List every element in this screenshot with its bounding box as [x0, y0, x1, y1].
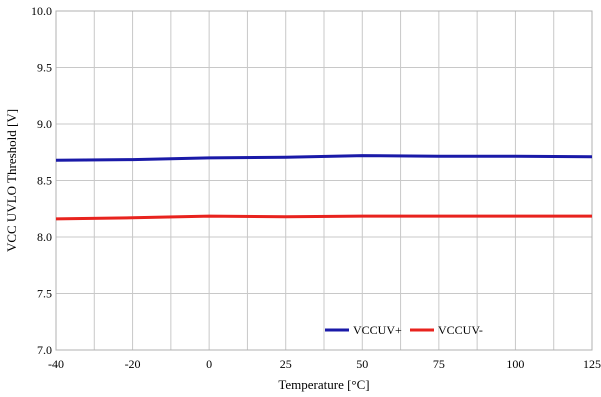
- y-tick-label: 9.5: [37, 61, 52, 75]
- legend-label: VCCUV-: [438, 323, 483, 337]
- x-tick-label: -20: [125, 357, 141, 371]
- x-tick-label: 125: [583, 357, 601, 371]
- x-axis-title: Temperature [°C]: [278, 377, 369, 392]
- legend-label: VCCUV+: [353, 323, 402, 337]
- x-tick-label: 25: [280, 357, 292, 371]
- x-axis-ticks: -40 -20 0 25 50 75 100 125: [48, 357, 601, 371]
- series-line-vccuv-: [55, 214, 592, 221]
- grid: [56, 11, 592, 350]
- x-tick-label: 50: [356, 357, 368, 371]
- x-tick-label: 100: [506, 357, 524, 371]
- plot-frame: [55, 10, 593, 351]
- legend: VCCUV+ VCCUV-: [325, 323, 483, 337]
- y-axis-ticks: 7.0 7.5 8.0 8.5 9.0 9.5 10.0: [31, 4, 52, 357]
- y-tick-label: 8.0: [37, 230, 52, 244]
- x-tick-label: -40: [48, 357, 64, 371]
- series-line-vccuv-: [55, 154, 593, 162]
- y-tick-label: 10.0: [31, 4, 52, 18]
- y-tick-label: 9.0: [37, 117, 52, 131]
- x-tick-label: 75: [433, 357, 445, 371]
- y-axis-title: VCC UVLO Threshold [V]: [4, 109, 19, 252]
- y-tick-label: 8.5: [37, 174, 52, 188]
- y-tick-label: 7.5: [37, 287, 52, 301]
- x-tick-label: 0: [206, 357, 212, 371]
- y-tick-label: 7.0: [37, 343, 52, 357]
- series-layer: [55, 154, 593, 221]
